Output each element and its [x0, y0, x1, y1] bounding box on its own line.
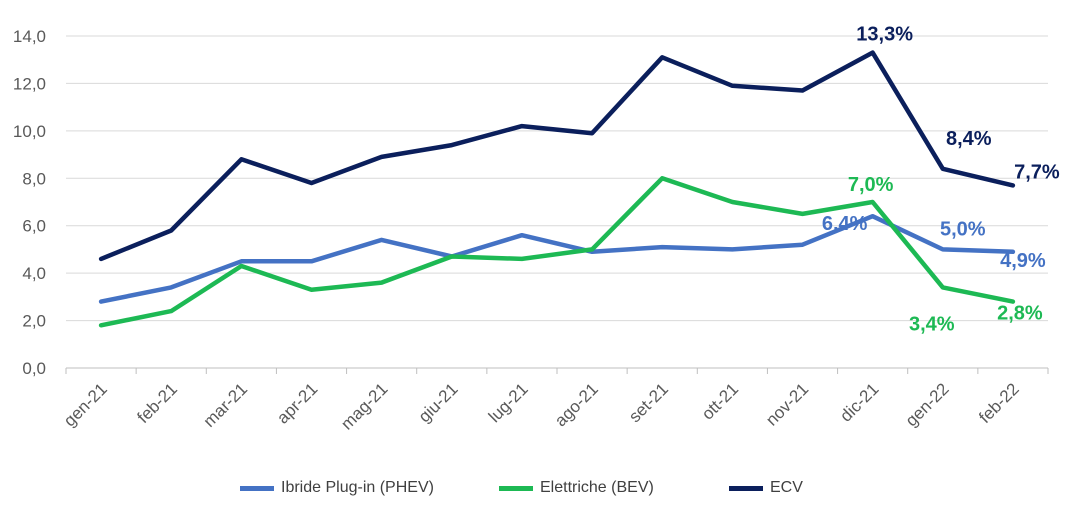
x-tick-label: mar-21 [200, 379, 252, 431]
x-axis-ticks: gen-21 feb-21 mar-21 apr-21 mag-21 giu-21 lug-… [60, 368, 1049, 434]
legend-label-phev: Ibride Plug-in (PHEV) [281, 479, 434, 496]
legend-item-phev: Ibride Plug-in (PHEV) [240, 474, 434, 502]
legend-label-bev: Elettriche (BEV) [540, 479, 654, 496]
x-tick-label: giu-21 [415, 379, 462, 426]
legend: Ibride Plug-in (PHEV) Elettriche (BEV) E… [0, 474, 1070, 502]
x-tick-label: dic-21 [836, 379, 882, 425]
legend-swatch-bev [499, 485, 533, 491]
data-label-bev: 2,8% [997, 303, 1043, 325]
y-tick-label: 2,0 [22, 312, 46, 331]
data-label-phev: 4,9% [1000, 250, 1046, 272]
x-tick-label: mag-21 [337, 379, 391, 433]
y-tick-label: 6,0 [22, 217, 46, 236]
line-chart: 0,0 2,0 4,0 6,0 8,0 10,0 12,0 14,0 gen-21 feb-21… [13, 24, 1060, 434]
y-tick-label: 4,0 [22, 264, 46, 283]
x-tick-label: apr-21 [273, 379, 321, 427]
x-tick-label: feb-21 [134, 379, 182, 427]
y-axis-ticks: 0,0 2,0 4,0 6,0 8,0 10,0 12,0 14,0 [13, 27, 46, 378]
legend-item-bev: Elettriche (BEV) [499, 474, 654, 502]
x-tick-label: lug-21 [485, 379, 532, 426]
series-line-bev [98, 176, 1016, 328]
y-tick-label: 12,0 [13, 74, 46, 93]
y-tick-label: 8,0 [22, 169, 46, 188]
x-tick-label: ago-21 [551, 379, 602, 430]
data-label-ecv: 13,3% [856, 24, 913, 46]
x-tick-label: nov-21 [762, 379, 812, 429]
series-lines [98, 50, 1016, 328]
data-label-ecv: 8,4% [946, 128, 992, 150]
data-labels: 6,4% 5,0% 4,9% 7,0% 3,4% 2,8% 13,3% 8,4% 7,7% [822, 24, 1060, 336]
series-line-phev [98, 213, 1016, 304]
x-tick-label: gen-22 [902, 379, 953, 430]
x-tick-label: gen-21 [60, 379, 111, 430]
legend-swatch-ecv [729, 485, 763, 491]
gridlines [66, 35, 1048, 369]
series-line-ecv [98, 50, 1016, 262]
legend-item-ecv: ECV [729, 474, 803, 502]
x-tick-label: ott-21 [698, 379, 742, 423]
x-tick-label: set-21 [625, 379, 672, 426]
data-label-ecv: 7,7% [1014, 161, 1060, 183]
y-tick-label: 0,0 [22, 359, 46, 378]
x-tick-label: feb-22 [975, 379, 1023, 427]
data-label-bev: 3,4% [909, 313, 955, 335]
data-label-phev: 6,4% [822, 213, 868, 235]
data-label-phev: 5,0% [940, 218, 986, 240]
y-tick-label: 14,0 [13, 27, 46, 46]
legend-swatch-phev [240, 485, 274, 491]
y-tick-label: 10,0 [13, 122, 46, 141]
data-label-bev: 7,0% [848, 174, 894, 196]
legend-label-ecv: ECV [770, 479, 803, 496]
